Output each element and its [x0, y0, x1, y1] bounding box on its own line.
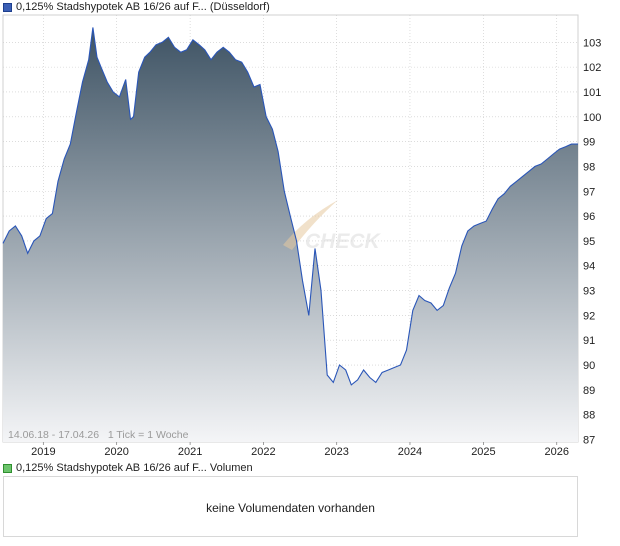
y-tick-label: 92: [583, 310, 595, 322]
watermark-logo: CHECK: [283, 200, 382, 253]
x-tick-label: 2023: [324, 446, 348, 458]
y-tick-label: 89: [583, 385, 595, 397]
date-range-note: 14.06.18 - 17.04.26 1 Tick = 1 Woche: [8, 429, 189, 441]
x-tick-label: 2022: [251, 446, 275, 458]
y-tick-label: 98: [583, 161, 595, 173]
y-tick-label: 102: [583, 62, 601, 74]
y-tick-label: 95: [583, 236, 595, 248]
x-tick-label: 2024: [398, 446, 422, 458]
x-tick-label: 2026: [544, 446, 568, 458]
y-tick-label: 97: [583, 186, 595, 198]
volume-panel: keine Volumendaten vorhanden: [3, 476, 578, 537]
y-tick-label: 88: [583, 410, 595, 422]
price-area: [3, 27, 578, 443]
y-tick-label: 90: [583, 360, 595, 372]
y-tick-label: 93: [583, 286, 595, 298]
y-axis: 87 88 89 90 91 92 93 94 95 96 97 98 99 100 101 102 103: [583, 37, 601, 446]
watermark-swoosh: [283, 200, 338, 250]
volume-legend-swatch: [3, 463, 12, 473]
volume-legend-label: 0,125% Stadshypotek AB 16/26 auf F... Vo…: [16, 462, 253, 474]
x-axis: 2019 2020 2021 2022 2023 2024 2025 2026: [31, 442, 569, 458]
price-legend-label: 0,125% Stadshypotek AB 16/26 auf F... (D…: [16, 1, 270, 13]
price-legend-swatch: [3, 2, 12, 12]
price-line: [2, 27, 578, 386]
y-tick-label: 94: [583, 261, 595, 273]
volume-legend: 0,125% Stadshypotek AB 16/26 auf F... Vo…: [3, 461, 253, 475]
x-tick-label: 2025: [471, 446, 495, 458]
x-tick-label: 2020: [104, 446, 128, 458]
y-tick-label: 91: [583, 335, 595, 347]
price-legend: 0,125% Stadshypotek AB 16/26 auf F... (D…: [3, 0, 270, 14]
y-tick-label: 99: [583, 137, 595, 149]
volume-empty-message: keine Volumendaten vorhanden: [206, 501, 375, 515]
x-tick-label: 2019: [31, 446, 55, 458]
y-tick-label: 87: [583, 435, 595, 447]
y-tick-label: 100: [583, 112, 601, 124]
price-chart: CHECK 87 88 89 90 91 92 93 94 95 96 97 98 99 100 101 10…: [2, 14, 601, 458]
y-tick-label: 96: [583, 211, 595, 223]
y-tick-label: 103: [583, 37, 601, 49]
watermark-text: CHECK: [305, 230, 382, 253]
x-tick-label: 2021: [178, 446, 202, 458]
y-tick-label: 101: [583, 87, 601, 99]
